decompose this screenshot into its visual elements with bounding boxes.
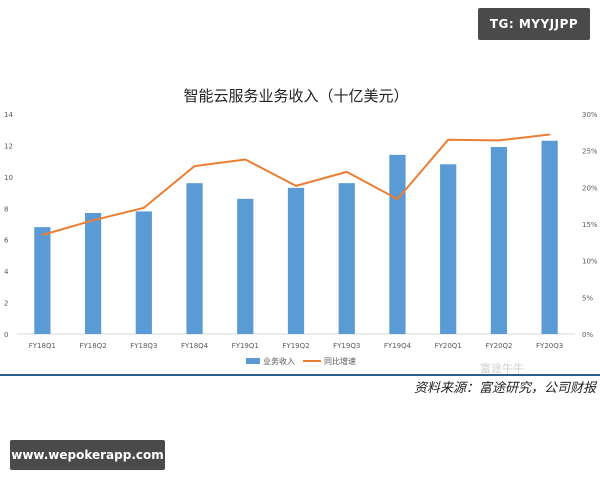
bar-fy20q3 <box>541 140 558 334</box>
y-left-tick-label: 12 <box>4 142 13 150</box>
line-point-fy18q1 <box>41 234 44 236</box>
line-point-fy20q1 <box>447 138 449 141</box>
y-right-tick-label: 25% <box>582 148 598 156</box>
bar-series <box>34 140 558 334</box>
x-tick-label: FY18Q4 <box>181 342 209 350</box>
y-left-tick-label: 8 <box>4 205 8 213</box>
revenue-chart: 智能云服务业务收入（十亿美元） 0 2 4 6 8 10 12 14 0% 5% 10% 15% 20%… <box>4 87 598 366</box>
line-point-fy19q1 <box>244 158 247 161</box>
x-tick-label: FY18Q1 <box>29 342 56 350</box>
x-tick-label: FY19Q1 <box>232 342 259 350</box>
x-axis-labels: FY18Q1 FY18Q2 FY18Q3 FY18Q4 FY19Q1 FY19Q2 FY19… <box>29 342 563 350</box>
bottom-divider <box>0 374 600 376</box>
chart-legend: 业务收入 同比增速 <box>246 356 356 366</box>
source-note: 资料来源：富途研究，公司财报 <box>413 381 596 396</box>
line-point-fy18q2 <box>92 219 94 222</box>
y-left-tick-label: 10 <box>4 174 13 182</box>
legend-label-revenue: 业务收入 <box>263 356 295 366</box>
bar-fy18q2 <box>84 213 102 334</box>
bar-fy18q3 <box>135 211 152 334</box>
y-left-tick-label: 2 <box>4 300 8 308</box>
x-tick-label: FY19Q4 <box>384 342 412 350</box>
y-right-tick-label: 30% <box>582 111 598 119</box>
url-banner: www.wepokerapp.com <box>10 440 165 470</box>
line-point-fy18q4 <box>193 165 196 167</box>
y-right-tick-label: 15% <box>582 221 598 229</box>
line-point-fy20q2 <box>498 139 500 142</box>
bar-fy18q4 <box>186 183 203 334</box>
y-right-tick-label: 20% <box>582 184 598 192</box>
bar-fy19q2 <box>287 187 305 334</box>
x-tick-label: FY20Q2 <box>485 342 512 350</box>
bar-fy19q4 <box>389 154 406 334</box>
y-left-tick-label: 14 <box>4 111 13 119</box>
x-tick-label: FY20Q3 <box>536 342 563 350</box>
y-left-tick-label: 6 <box>4 237 9 245</box>
x-tick-label: FY19Q2 <box>282 342 309 350</box>
y-right-tick-label: 0% <box>582 331 593 339</box>
legend-swatch-revenue <box>246 358 260 364</box>
telegram-badge: TG: MYYJJPP <box>478 8 590 40</box>
y-left-tick-label: 4 <box>4 268 9 276</box>
bar-fy19q1 <box>237 198 254 334</box>
bar-fy20q2 <box>490 147 508 334</box>
bar-fy19q3 <box>338 183 355 334</box>
line-series <box>41 133 551 236</box>
line-point-fy19q3 <box>345 171 348 173</box>
line-point-fy19q4 <box>396 198 399 200</box>
x-tick-label: FY18Q2 <box>79 342 106 350</box>
bar-fy20q1 <box>440 164 457 334</box>
legend-label-growth: 同比增速 <box>324 356 356 366</box>
line-point-fy20q3 <box>548 133 551 136</box>
chart-title: 智能云服务业务收入（十亿美元） <box>183 87 408 105</box>
y-left-tick-label: 0 <box>4 331 8 339</box>
watermark-text: 富途牛牛 <box>480 362 524 375</box>
y-right-tick-label: 10% <box>582 258 598 266</box>
line-point-fy19q2 <box>295 185 297 187</box>
bar-fy18q1 <box>34 227 51 334</box>
x-tick-label: FY20Q1 <box>435 342 462 350</box>
y-right-tick-label: 5% <box>582 294 593 302</box>
line-point-fy18q3 <box>143 207 145 209</box>
x-tick-label: FY19Q3 <box>333 342 360 350</box>
x-tick-label: FY18Q3 <box>130 342 157 350</box>
